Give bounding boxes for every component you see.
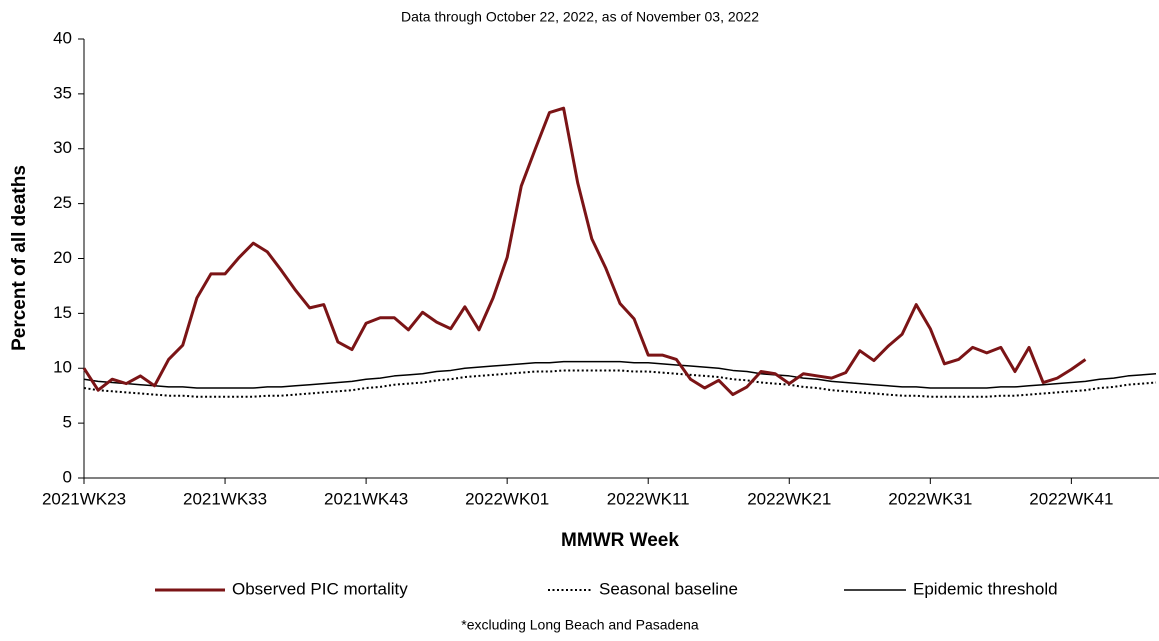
x-tick-label: 2022WK41 xyxy=(1029,489,1113,508)
y-tick-label: 25 xyxy=(53,193,72,212)
series-line xyxy=(83,369,1157,398)
legend-label: Epidemic threshold xyxy=(913,579,1058,598)
y-tick-label: 10 xyxy=(53,358,72,377)
y-tick-label: 15 xyxy=(53,303,72,322)
x-tick-label: 2022WK31 xyxy=(888,489,972,508)
y-tick-label: 20 xyxy=(53,248,72,267)
y-tick-label: 0 xyxy=(63,467,72,486)
series-line xyxy=(82,106,1087,397)
chart-subtitle: Data through October 22, 2022, as of Nov… xyxy=(401,9,759,25)
x-tick-label: 2021WK33 xyxy=(183,489,267,508)
legend-label: Seasonal baseline xyxy=(599,579,738,598)
x-axis-label: MMWR Week xyxy=(561,530,679,551)
x-tick-label: 2022WK21 xyxy=(747,489,831,508)
y-tick-label: 40 xyxy=(53,28,72,47)
x-tick-label: 2021WK43 xyxy=(324,489,408,508)
footnote: *excluding Long Beach and Pasadena xyxy=(461,617,699,633)
legend-label: Observed PIC mortality xyxy=(232,579,408,598)
y-axis-label: Percent of all deaths xyxy=(9,165,30,351)
y-tick-label: 5 xyxy=(63,413,72,432)
y-tick-label: 30 xyxy=(53,138,72,157)
x-tick-label: 2022WK01 xyxy=(465,489,549,508)
x-tick-label: 2021WK23 xyxy=(42,489,126,508)
y-tick-label: 35 xyxy=(53,83,72,102)
series-line xyxy=(83,360,1157,389)
x-tick-label: 2022WK11 xyxy=(607,489,690,508)
